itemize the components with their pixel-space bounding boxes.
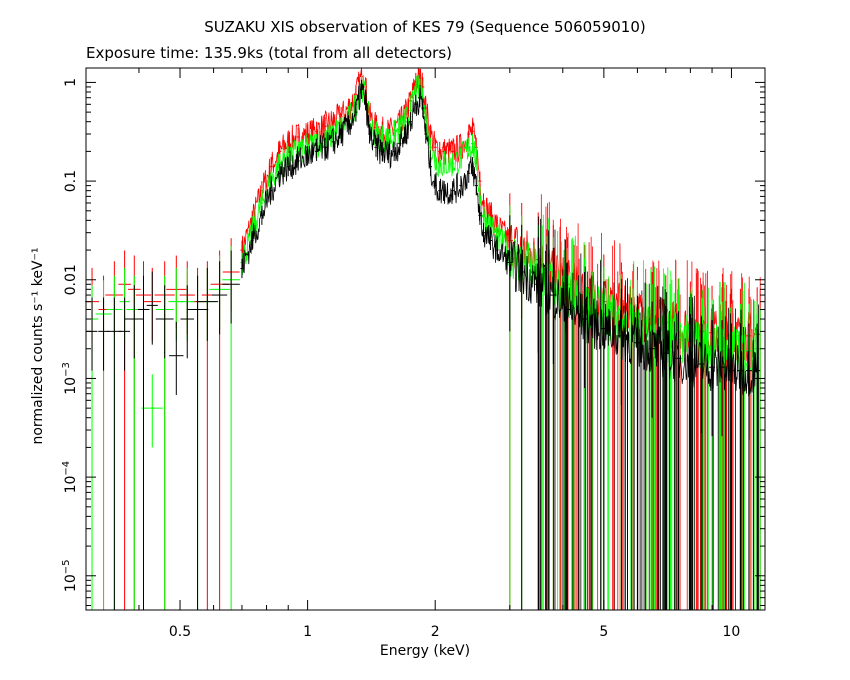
data-point xyxy=(467,163,471,183)
series-2 xyxy=(86,79,761,610)
chart-subtitle: Exposure time: 135.9ks (total from all d… xyxy=(86,44,453,62)
data-point xyxy=(98,297,109,371)
x-tick-label: 0.5 xyxy=(169,624,191,640)
data-point xyxy=(418,88,422,108)
y-axis-label: normalized counts s⁻¹ keV⁻¹ xyxy=(30,247,46,444)
data-point xyxy=(124,285,144,359)
data-point xyxy=(451,181,455,201)
data-point xyxy=(478,186,482,206)
data-point xyxy=(442,154,446,174)
plot-frame xyxy=(85,67,766,611)
data-point xyxy=(481,223,485,243)
data-point xyxy=(709,320,716,437)
chart-title: SUZAKU XIS observation of KES 79 (Sequen… xyxy=(204,18,646,36)
y-tick-label: 10−3 xyxy=(61,362,79,395)
data-point xyxy=(414,94,418,114)
data-point xyxy=(421,98,425,118)
data-point xyxy=(107,297,122,610)
data-point xyxy=(442,181,446,201)
data-point xyxy=(354,102,358,122)
data-point xyxy=(471,157,475,177)
data-point xyxy=(581,271,588,388)
data-point xyxy=(137,275,150,610)
data-point xyxy=(380,141,384,161)
data-point xyxy=(474,151,478,171)
data-point xyxy=(196,267,219,341)
data-point xyxy=(323,137,327,157)
data-point xyxy=(506,215,513,332)
data-point xyxy=(438,154,442,174)
axes-layer: 0.5 1 2 5 10 10−5 10−4 10−3 0.01 0.1 1 xyxy=(61,67,766,640)
data-point xyxy=(212,261,228,335)
data-point xyxy=(754,323,761,610)
y-tick-label: 1 xyxy=(63,78,79,87)
data-point xyxy=(518,224,525,610)
data-point xyxy=(398,134,402,154)
data-point xyxy=(403,124,407,144)
data-point xyxy=(359,79,363,99)
data-point xyxy=(718,320,725,437)
data-point xyxy=(180,285,195,359)
data-point xyxy=(278,163,282,183)
data-point xyxy=(409,112,413,132)
data-point xyxy=(386,144,390,164)
data-point xyxy=(119,297,130,371)
data-point xyxy=(392,141,396,161)
series-layer xyxy=(84,67,761,610)
data-point xyxy=(467,137,471,157)
y-tick-label: 0.1 xyxy=(63,170,79,192)
data-point xyxy=(296,151,300,171)
data-point xyxy=(269,181,273,201)
data-point xyxy=(649,301,656,418)
data-point xyxy=(315,141,319,161)
data-point xyxy=(728,323,735,610)
series-2-spectrum xyxy=(241,83,758,397)
data-point xyxy=(459,148,463,168)
data-point xyxy=(478,205,482,225)
data-point xyxy=(368,124,372,144)
x-tick-label: 2 xyxy=(431,624,440,640)
data-point xyxy=(424,124,428,144)
data-point xyxy=(286,157,290,177)
data-point xyxy=(250,230,254,251)
data-point xyxy=(488,230,492,251)
data-point xyxy=(634,295,641,610)
data-point xyxy=(331,132,335,152)
data-point xyxy=(481,205,485,225)
data-point xyxy=(260,205,264,225)
data-point xyxy=(86,297,98,371)
data-point xyxy=(141,374,163,448)
data-point xyxy=(146,271,158,345)
data-point xyxy=(429,157,433,177)
data-point xyxy=(155,285,174,359)
y-tick-label: 10−4 xyxy=(61,461,79,494)
data-point xyxy=(600,281,607,610)
x-tick-label: 5 xyxy=(599,624,608,640)
data-point xyxy=(495,240,499,260)
data-point xyxy=(433,176,437,196)
data-point xyxy=(240,258,244,279)
data-point xyxy=(186,275,209,610)
data-point xyxy=(374,137,378,157)
data-point xyxy=(222,250,240,324)
label-layer: Energy (keV) normalized counts s⁻¹ keV⁻¹ xyxy=(30,247,470,659)
data-point xyxy=(474,176,478,196)
x-axis-label: Energy (keV) xyxy=(380,643,470,659)
y-tick-label: 0.01 xyxy=(63,264,79,295)
data-point xyxy=(433,151,437,171)
data-point xyxy=(364,91,368,111)
data-point xyxy=(306,146,310,166)
x-tick-label: 10 xyxy=(723,624,741,640)
data-point xyxy=(347,115,351,135)
data-point xyxy=(339,124,343,144)
x-tick-label: 1 xyxy=(303,624,312,640)
data-point xyxy=(438,181,442,201)
data-point xyxy=(451,154,455,174)
data-point xyxy=(459,176,463,196)
y-tick-label: 10−5 xyxy=(61,559,79,592)
data-point xyxy=(471,134,475,154)
data-point xyxy=(169,321,184,395)
